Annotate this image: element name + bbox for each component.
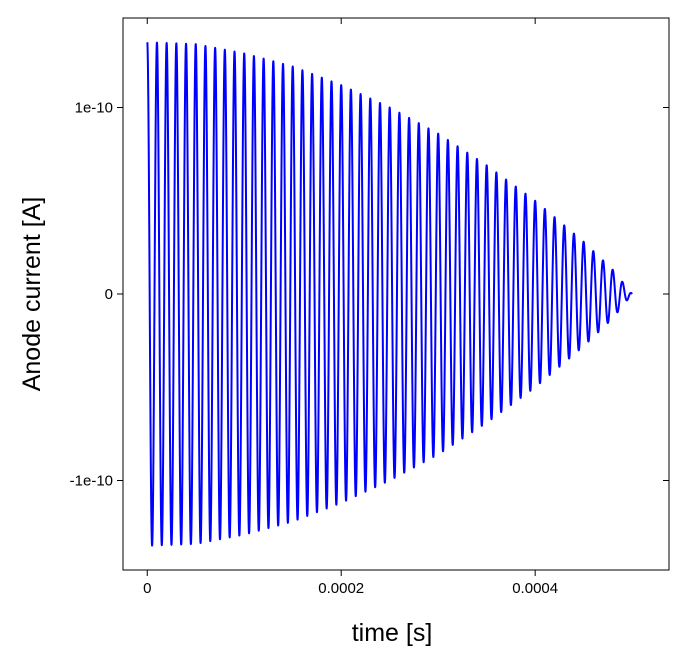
y-tick-label: 0 <box>105 286 113 303</box>
x-tick-label: 0.0004 <box>512 580 558 597</box>
y-axis-title: Anode current [A] <box>18 197 46 392</box>
x-axis-ticks: 0 0.0002 0.0004 <box>143 18 558 597</box>
y-tick-label: -1e-10 <box>70 472 113 489</box>
series-anode-current-line <box>146 41 634 547</box>
y-axis-ticks: 1e-10 0 -1e-10 <box>70 100 669 489</box>
y-tick-label: 1e-10 <box>75 100 113 117</box>
x-axis-title: time [s] <box>352 619 433 647</box>
x-tick-label: 0 <box>143 580 151 597</box>
x-tick-label: 0.0002 <box>318 580 364 597</box>
plot-frame <box>122 17 670 571</box>
